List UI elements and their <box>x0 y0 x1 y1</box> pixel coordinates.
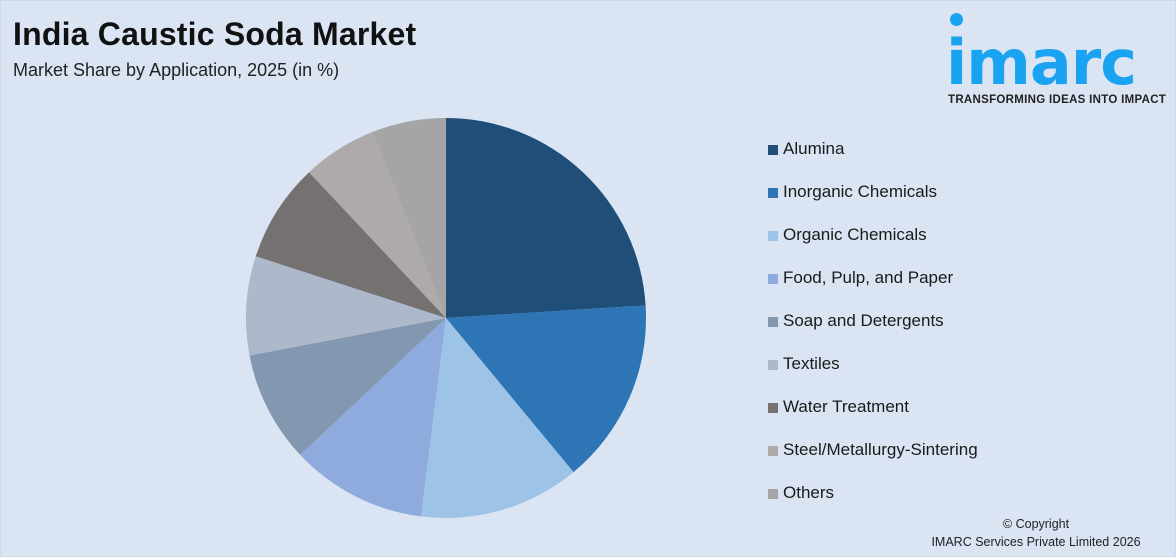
pie-slice-alumina <box>446 118 646 318</box>
logo-dot-icon <box>950 13 963 26</box>
legend-swatch-icon <box>768 489 778 499</box>
legend-label: Alumina <box>783 139 845 158</box>
pie-slice-others <box>372 118 446 318</box>
legend-swatch-icon <box>768 145 778 155</box>
legend-label: Water Treatment <box>783 397 909 416</box>
legend-label: Others <box>783 483 835 502</box>
copyright-line-1: © Copyright <box>1002 517 1070 531</box>
pie-slice-inorganic-chemicals <box>446 305 646 473</box>
pie-slice-water-treatment <box>255 172 446 318</box>
pie-slice-food-pulp-and-paper <box>300 318 446 517</box>
pie-slice-soap-and-detergents <box>249 318 446 455</box>
legend-label: Soap and Detergents <box>783 311 944 330</box>
legend-item-others: Others <box>768 483 978 526</box>
legend-item-organic-chemicals: Organic Chemicals <box>768 225 978 268</box>
legend-item-soap-and-detergents: Soap and Detergents <box>768 311 978 354</box>
legend-label: Inorganic Chemicals <box>783 182 938 201</box>
legend-swatch-icon <box>768 403 778 413</box>
pie-slice-organic-chemicals <box>420 318 574 518</box>
logo-tagline: TRANSFORMING IDEAS INTO IMPACT <box>948 94 1167 106</box>
chart-title: India Caustic Soda Market <box>13 16 417 52</box>
legend-item-inorganic-chemicals: Inorganic Chemicals <box>768 182 978 225</box>
legend-label: Food, Pulp, and Paper <box>783 268 954 287</box>
legend-label: Textiles <box>783 354 840 373</box>
copyright-line-2: IMARC Services Private Limited 2026 <box>931 535 1141 549</box>
pie-slice-steel-metallurgy-sintering <box>309 132 446 318</box>
legend-swatch-icon <box>768 274 778 284</box>
legend-item-steel-metallurgy-sintering: Steel/Metallurgy-Sintering <box>768 440 978 483</box>
chart-legend: Alumina Inorganic Chemicals Organic Chemic… <box>768 139 978 526</box>
legend-label: Steel/Metallurgy-Sintering <box>783 440 978 459</box>
chart-subtitle: Market Share by Application, 2025 (in %) <box>13 60 340 80</box>
legend-swatch-icon <box>768 231 778 241</box>
legend-swatch-icon <box>768 188 778 198</box>
legend-swatch-icon <box>768 317 778 327</box>
legend-item-food-pulp-and-paper: Food, Pulp, and Paper <box>768 268 978 311</box>
legend-item-alumina: Alumina <box>768 139 978 182</box>
legend-item-textiles: Textiles <box>768 354 978 397</box>
legend-swatch-icon <box>768 446 778 456</box>
copyright-notice: © Copyright IMARC Services Private Limit… <box>906 515 1166 551</box>
legend-item-water-treatment: Water Treatment <box>768 397 978 440</box>
legend-label: Organic Chemicals <box>783 225 927 244</box>
logo-wordmark: imarc <box>946 26 1137 99</box>
pie-chart <box>246 118 646 518</box>
imarc-logo: imarc TRANSFORMING IDEAS INTO IMPACT <box>946 10 1171 110</box>
pie-slice-textiles <box>246 256 446 356</box>
legend-swatch-icon <box>768 360 778 370</box>
